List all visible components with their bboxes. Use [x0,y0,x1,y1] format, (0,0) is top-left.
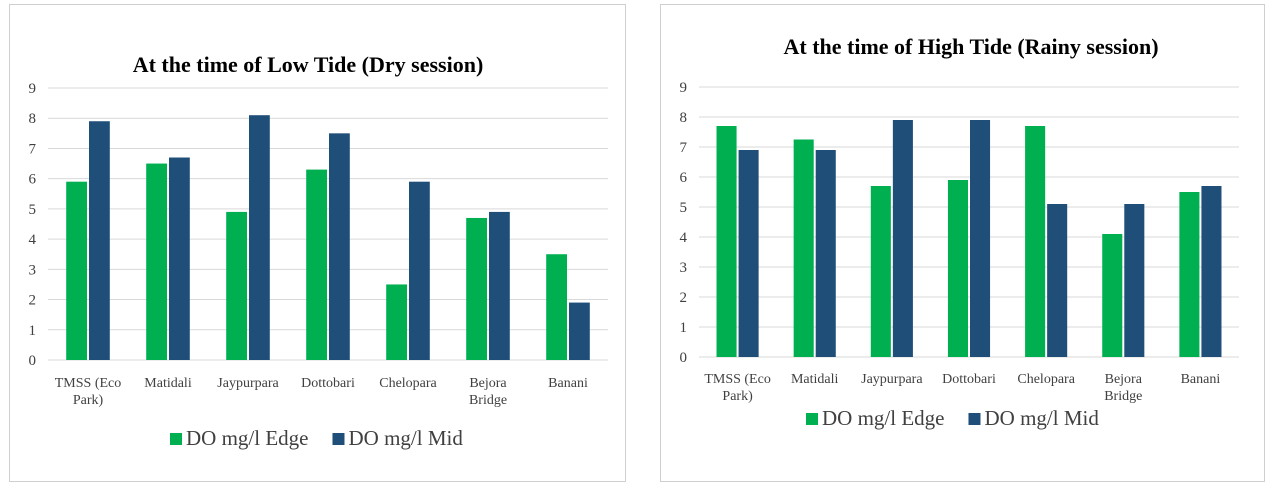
x-tick-label: Dottobari [942,372,996,387]
bar [329,133,350,360]
bar [1047,204,1068,357]
y-tick-label: 8 [29,111,37,127]
chart-title: At the time of Low Tide (Dry session) [133,52,484,77]
legend-swatch [332,433,345,445]
bar [409,181,430,360]
y-tick-label: 4 [680,230,688,246]
x-tick-label: Jaypurpara [217,376,279,391]
legend-swatch [968,413,981,425]
x-tick-label: Bejora Bridge [1104,372,1142,404]
x-tick-label: Chelopara [1017,372,1075,387]
y-tick-label: 7 [680,140,688,156]
bar [1025,126,1046,357]
bar [466,217,487,360]
low-tide-chart: At the time of Low Tide (Dry session) 0 1… [29,52,608,450]
y-tick-label: 9 [29,81,37,97]
y-tick-label: 3 [680,260,688,276]
y-tick-label: 1 [29,323,37,339]
bar [569,302,590,360]
y-tick-label: 2 [680,290,688,306]
legend-label: DO mg/l Edge [822,406,944,430]
bar [1179,192,1200,357]
y-tick-label: 5 [680,200,688,216]
x-tick-label: Matidali [144,376,192,391]
x-tick-label: Dottobari [301,376,355,391]
bar [1124,204,1145,357]
x-tick-label: Chelopara [379,376,437,391]
bar [947,180,968,357]
x-tick-label: Banani [548,376,588,391]
legend-label: DO mg/l Edge [186,426,308,450]
x-tick-label: Matidali [791,372,839,387]
bar [892,120,913,357]
x-tick-label: TMSS (Eco Park) [55,376,122,408]
bar [546,254,567,360]
y-tick-label: 2 [29,293,37,309]
y-tick-label: 1 [680,320,688,336]
bar [386,284,407,360]
legend-label: DO mg/l Mid [348,426,463,450]
bar [716,126,737,357]
y-tick-label: 5 [29,202,37,218]
y-tick-label: 4 [29,232,37,248]
bar [815,150,836,357]
high-tide-chart: At the time of High Tide (Rainy session)… [680,34,1239,430]
bar [306,169,327,360]
x-tick-label: TMSS (Eco Park) [704,372,771,404]
y-tick-label: 6 [29,172,37,188]
bar [89,121,110,360]
bar [66,181,87,360]
bar [738,150,759,357]
legend-label: DO mg/l Mid [984,406,1099,430]
bar [870,186,891,357]
high-tide-chart-panel: At the time of High Tide (Rainy session)… [660,4,1265,482]
legend-swatch [170,433,182,445]
bar [1102,234,1123,357]
y-tick-label: 9 [680,80,688,96]
y-tick-label: 0 [680,350,688,366]
bar [249,115,270,360]
bar [1201,186,1222,357]
y-tick-label: 7 [29,141,37,157]
bar [146,163,167,360]
x-tick-label: Banani [1181,372,1221,387]
x-tick-label: Bejora Bridge [469,376,507,408]
y-tick-label: 6 [680,170,688,186]
chart-title: At the time of High Tide (Rainy session) [783,34,1158,59]
y-tick-label: 8 [680,110,688,126]
bar [489,211,510,360]
low-tide-chart-panel: At the time of Low Tide (Dry session) 0 1… [9,4,626,482]
legend-swatch [806,413,818,425]
x-tick-label: Jaypurpara [861,372,923,387]
bar [226,211,247,360]
bar [793,139,814,357]
y-tick-label: 3 [29,262,37,278]
bar [970,120,991,357]
y-tick-label: 0 [29,353,37,369]
bar [169,157,190,360]
